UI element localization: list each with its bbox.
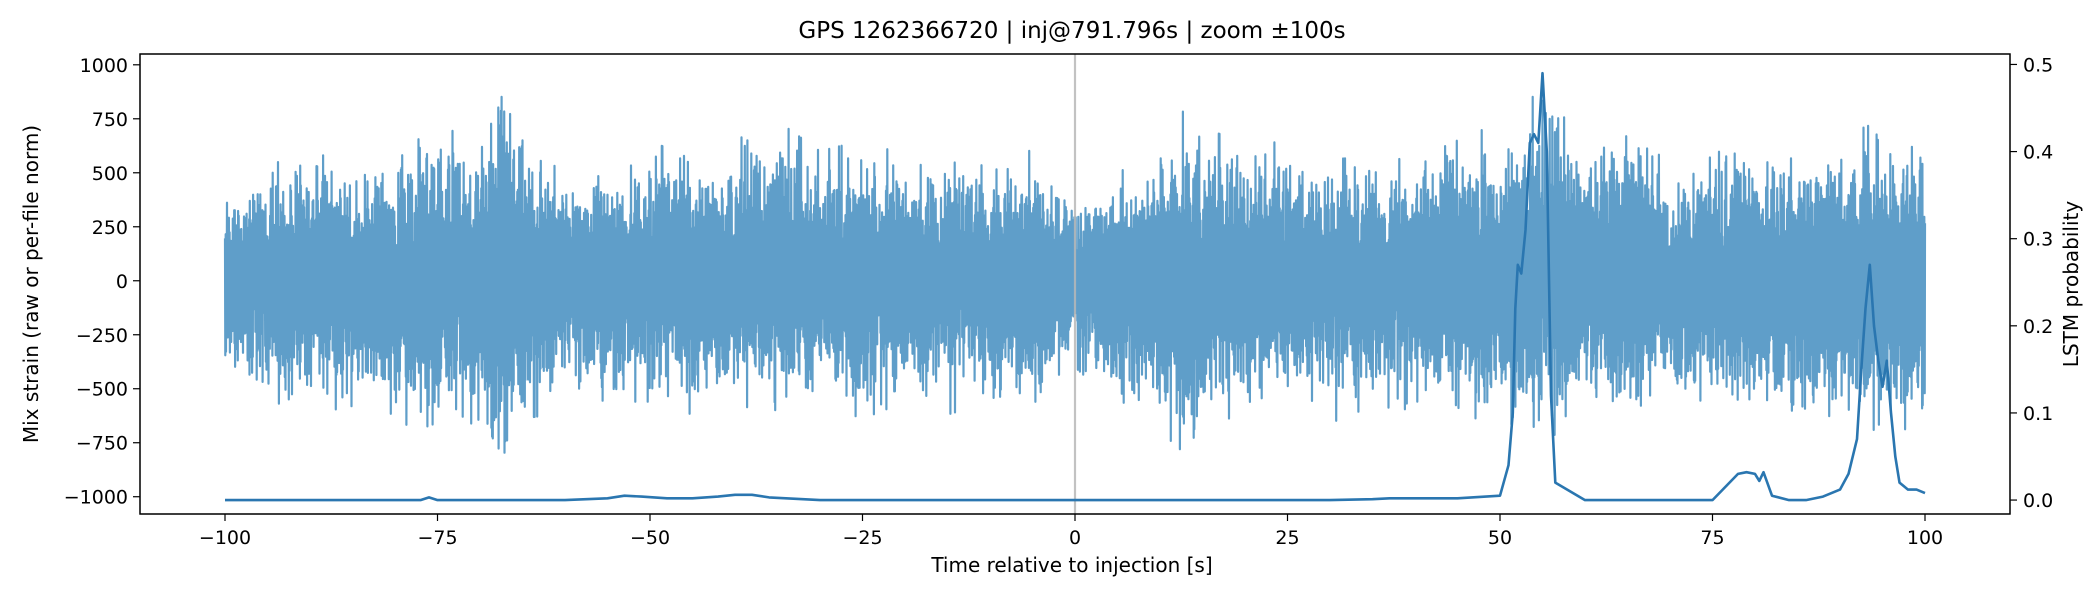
y-tick-label: 1000	[80, 55, 128, 77]
y2-tick-label: 0.1	[2023, 403, 2053, 425]
x-axis-ticks: −100 −75 −50 −25 0 25 50 75 100	[199, 514, 1943, 549]
y2-axis-label: LSTM probability	[2059, 201, 2083, 368]
y-tick-label: −500	[76, 379, 128, 401]
y-tick-label: 750	[92, 109, 128, 131]
x-tick-label: 0	[1069, 527, 1081, 549]
lstm-probability-line	[225, 71, 1926, 502]
x-tick-label: 50	[1488, 527, 1512, 549]
x-axis-label: Time relative to injection [s]	[930, 553, 1212, 577]
y2-tick-label: 0.2	[2023, 316, 2053, 338]
y-tick-label: 500	[92, 163, 128, 185]
y-tick-label: −750	[76, 433, 128, 455]
chart-title: GPS 1262366720 | inj@791.796s | zoom ±10…	[798, 18, 1345, 44]
y2-tick-label: 0.5	[2023, 54, 2053, 76]
y-tick-label: −1000	[64, 487, 128, 509]
y2-tick-label: 0.0	[2023, 490, 2053, 512]
y2-tick-label: 0.3	[2023, 229, 2053, 251]
plot-area	[223, 54, 1927, 514]
y-axis-ticks: −1000 −750 −500 −250 0 250 500 750 1000	[64, 55, 140, 509]
x-tick-label: −75	[417, 527, 457, 549]
y2-axis-ticks: 0.0 0.1 0.2 0.3 0.4 0.5	[2010, 54, 2053, 512]
y-axis-label: Mix strain (raw or per-file norm)	[19, 125, 43, 443]
plot-frame-border	[139, 53, 2011, 515]
x-tick-label: −25	[842, 527, 882, 549]
x-tick-label: 100	[1907, 527, 1943, 549]
x-tick-label: 25	[1275, 527, 1299, 549]
x-tick-label: −50	[630, 527, 670, 549]
x-tick-label: −100	[199, 527, 251, 549]
y-tick-label: −250	[76, 325, 128, 347]
y2-tick-label: 0.4	[2023, 142, 2053, 164]
x-tick-label: 75	[1700, 527, 1724, 549]
y-tick-label: 0	[116, 271, 128, 293]
y-tick-label: 250	[92, 217, 128, 239]
